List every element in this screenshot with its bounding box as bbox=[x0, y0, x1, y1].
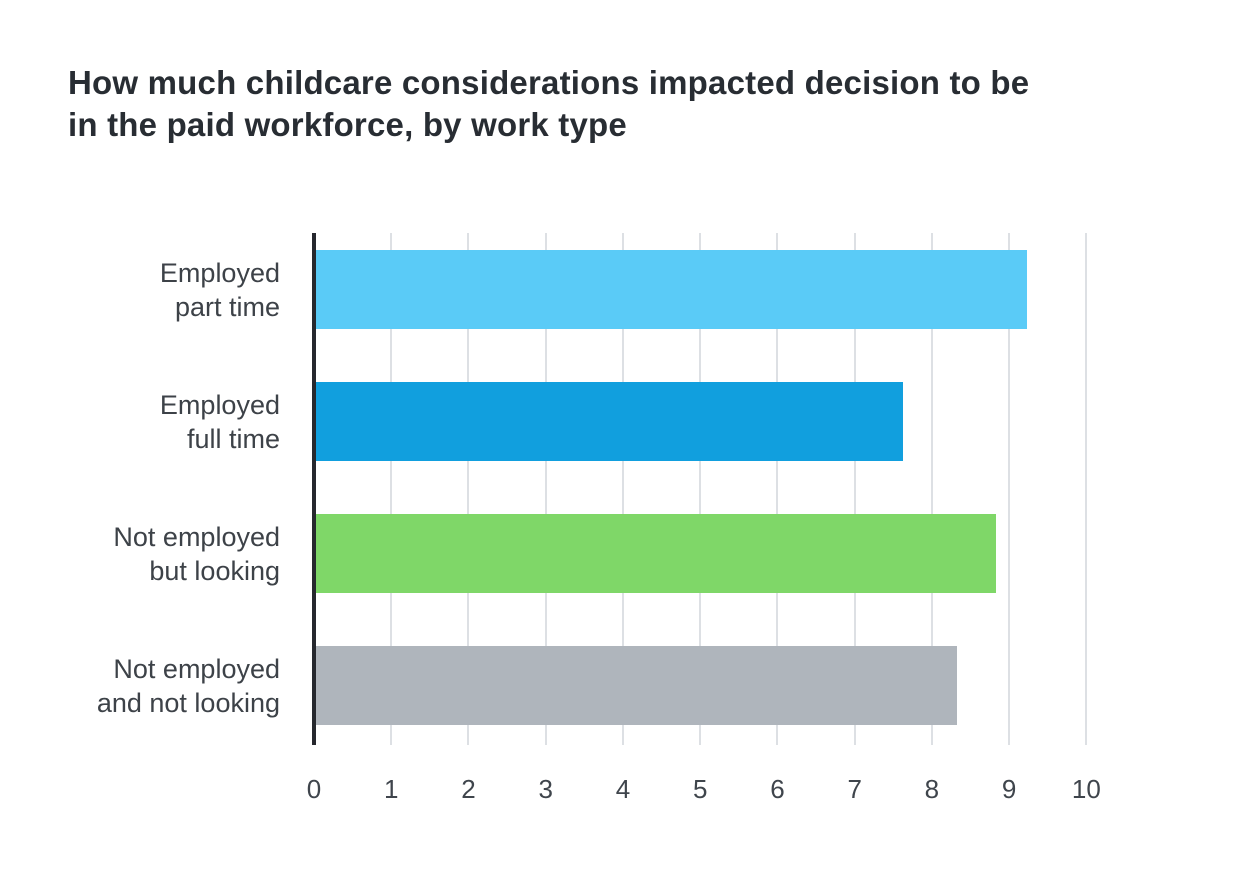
x-tick-label: 9 bbox=[1001, 774, 1017, 804]
category-label: Not employed and not looking bbox=[0, 652, 280, 720]
category-label: Employed full time bbox=[0, 388, 280, 456]
x-tick-label: 10 bbox=[1071, 774, 1101, 804]
x-tick-label: 4 bbox=[615, 774, 631, 804]
gridline bbox=[467, 233, 469, 745]
chart-title-line-2: in the paid workforce, by work type bbox=[68, 106, 627, 143]
chart-title-line-1: How much childcare considerations impact… bbox=[68, 64, 1030, 101]
gridline bbox=[390, 233, 392, 745]
gridline bbox=[545, 233, 547, 745]
category-label-line: Not employed bbox=[113, 521, 280, 552]
category-label-line: Employed bbox=[159, 389, 280, 420]
category-label-line: Employed bbox=[159, 257, 280, 288]
gridline bbox=[854, 233, 856, 745]
x-tick-label: 0 bbox=[306, 774, 322, 804]
bar bbox=[316, 382, 903, 461]
category-label-line: but looking bbox=[149, 555, 280, 586]
gridline bbox=[1085, 233, 1087, 745]
category-label: Employed part time bbox=[0, 256, 280, 324]
bar bbox=[316, 646, 957, 725]
zero-axis-line bbox=[312, 233, 316, 745]
bar bbox=[316, 250, 1027, 329]
x-tick-label: 1 bbox=[384, 774, 399, 804]
category-label-line: Not employed bbox=[113, 653, 280, 684]
x-tick-label: 3 bbox=[538, 774, 553, 804]
bar bbox=[316, 514, 996, 593]
category-label-line: part time bbox=[174, 291, 280, 322]
x-tick-label: 6 bbox=[770, 774, 785, 804]
x-tick-label: 7 bbox=[847, 774, 862, 804]
category-label: Not employed but looking bbox=[0, 520, 280, 588]
gridline bbox=[1008, 233, 1010, 745]
gridline bbox=[622, 233, 624, 745]
gridline bbox=[699, 233, 701, 745]
plot-area bbox=[312, 233, 1089, 745]
category-label-line: and not looking bbox=[96, 687, 280, 718]
x-tick-label: 5 bbox=[692, 774, 708, 804]
x-tick-label: 8 bbox=[924, 774, 940, 804]
chart-title: How much childcare considerations impact… bbox=[68, 62, 1029, 146]
x-tick-label: 2 bbox=[461, 774, 476, 804]
gridline bbox=[931, 233, 933, 745]
gridline bbox=[776, 233, 778, 745]
category-label-line: full time bbox=[186, 423, 280, 454]
